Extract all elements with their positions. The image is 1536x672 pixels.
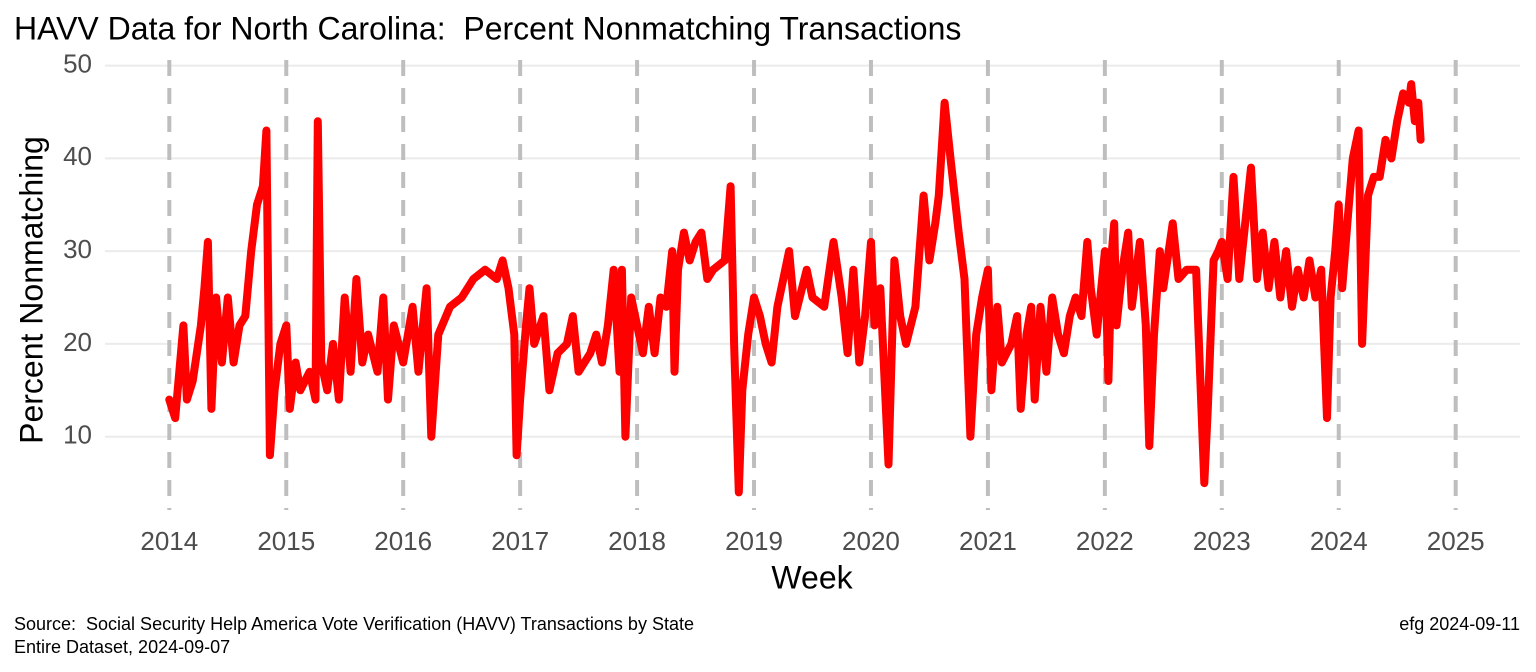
x-tick-label: 2014: [140, 526, 198, 556]
source-note: Source: Social Security Help America Vot…: [14, 614, 694, 634]
y-tick-label: 50: [63, 48, 92, 78]
x-tick-label: 2023: [1193, 526, 1251, 556]
x-tick-label: 2017: [491, 526, 549, 556]
x-tick-label: 2015: [257, 526, 315, 556]
x-tick-label: 2018: [608, 526, 666, 556]
x-tick-label: 2019: [725, 526, 783, 556]
y-tick-label: 10: [63, 420, 92, 450]
x-tick-label: 2021: [959, 526, 1017, 556]
chart-title: HAVV Data for North Carolina: Percent No…: [14, 10, 961, 46]
x-tick-label: 2024: [1310, 526, 1368, 556]
y-tick-label: 30: [63, 234, 92, 264]
x-axis-title: Week: [771, 559, 853, 595]
x-tick-label: 2020: [842, 526, 900, 556]
dataset-note: Entire Dataset, 2024-09-07: [14, 637, 230, 657]
y-tick-label: 20: [63, 327, 92, 357]
y-axis-title: Percent Nonmatching: [13, 136, 49, 444]
data-line: [165, 80, 1425, 497]
credit: efg 2024-09-11: [1399, 614, 1520, 634]
y-tick-label: 40: [63, 141, 92, 171]
x-tick-label: 2016: [374, 526, 432, 556]
x-tick-label: 2022: [1076, 526, 1134, 556]
x-tick-label: 2025: [1427, 526, 1485, 556]
